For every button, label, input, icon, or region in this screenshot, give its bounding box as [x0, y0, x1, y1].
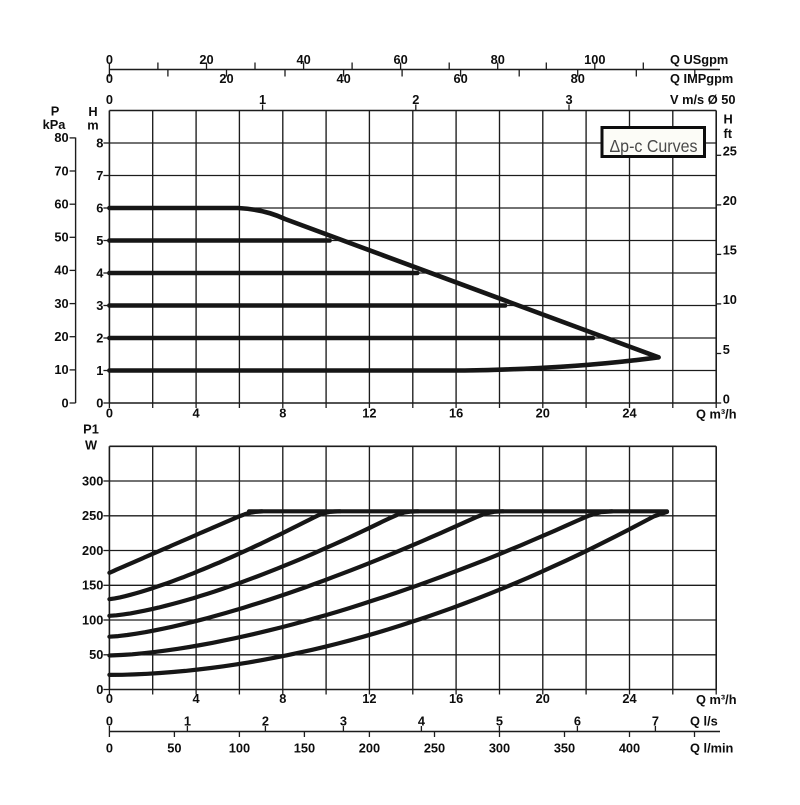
- svg-text:100: 100: [82, 612, 103, 627]
- svg-text:1: 1: [96, 363, 103, 378]
- svg-text:0: 0: [106, 92, 113, 107]
- svg-text:8: 8: [279, 691, 286, 706]
- svg-text:250: 250: [82, 508, 103, 523]
- svg-text:m: m: [87, 118, 98, 133]
- svg-text:3: 3: [96, 298, 103, 313]
- svg-text:0: 0: [106, 691, 113, 706]
- svg-text:100: 100: [584, 52, 605, 67]
- svg-text:7: 7: [652, 714, 659, 729]
- svg-text:16: 16: [449, 691, 463, 706]
- svg-text:4: 4: [418, 714, 426, 729]
- svg-text:4: 4: [193, 691, 201, 706]
- svg-text:0: 0: [96, 395, 103, 410]
- svg-text:16: 16: [449, 406, 463, 421]
- svg-text:10: 10: [723, 292, 737, 307]
- svg-text:8: 8: [279, 406, 286, 421]
- svg-text:40: 40: [296, 52, 310, 67]
- svg-text:50: 50: [89, 647, 103, 662]
- svg-text:3: 3: [340, 714, 347, 729]
- svg-text:W: W: [85, 438, 98, 453]
- svg-text:Δp-c Curves: Δp-c Curves: [610, 136, 698, 156]
- svg-text:H: H: [724, 112, 733, 127]
- svg-text:kPa: kPa: [43, 117, 67, 132]
- svg-text:6: 6: [96, 200, 103, 215]
- svg-text:Q m³/h: Q m³/h: [696, 692, 737, 707]
- svg-text:5: 5: [723, 342, 730, 357]
- svg-text:80: 80: [491, 52, 505, 67]
- svg-text:H: H: [88, 104, 97, 119]
- svg-text:ft: ft: [724, 126, 733, 141]
- svg-text:200: 200: [359, 741, 380, 756]
- svg-text:4: 4: [96, 265, 104, 280]
- svg-text:0: 0: [723, 391, 730, 406]
- svg-text:100: 100: [229, 741, 250, 756]
- svg-text:0: 0: [106, 714, 113, 729]
- svg-text:2: 2: [412, 92, 419, 107]
- svg-text:0: 0: [106, 71, 113, 86]
- svg-text:Q m³/h: Q m³/h: [696, 407, 737, 422]
- svg-text:V m/s Ø 50: V m/s Ø 50: [670, 92, 735, 107]
- svg-text:300: 300: [489, 741, 510, 756]
- svg-text:20: 20: [54, 329, 68, 344]
- svg-text:350: 350: [554, 741, 575, 756]
- svg-text:2: 2: [96, 330, 103, 345]
- svg-text:40: 40: [336, 71, 350, 86]
- svg-text:40: 40: [54, 263, 68, 278]
- svg-text:200: 200: [82, 543, 103, 558]
- svg-text:50: 50: [54, 230, 68, 245]
- svg-text:20: 20: [536, 691, 550, 706]
- svg-text:1: 1: [184, 714, 191, 729]
- svg-text:30: 30: [54, 296, 68, 311]
- svg-text:70: 70: [54, 163, 68, 178]
- svg-text:12: 12: [362, 406, 376, 421]
- svg-text:Q IMPgpm: Q IMPgpm: [670, 71, 733, 86]
- svg-text:10: 10: [54, 362, 68, 377]
- svg-text:0: 0: [106, 406, 113, 421]
- svg-text:3: 3: [565, 92, 572, 107]
- svg-text:15: 15: [723, 243, 737, 258]
- svg-text:Q l/min: Q l/min: [690, 741, 734, 756]
- svg-text:60: 60: [393, 52, 407, 67]
- svg-text:50: 50: [167, 741, 181, 756]
- svg-text:Q l/s: Q l/s: [690, 714, 718, 729]
- svg-text:150: 150: [294, 741, 315, 756]
- svg-text:1: 1: [259, 92, 266, 107]
- svg-text:6: 6: [574, 714, 581, 729]
- svg-text:80: 80: [571, 71, 585, 86]
- svg-text:8: 8: [96, 135, 103, 150]
- svg-text:20: 20: [536, 406, 550, 421]
- svg-text:0: 0: [106, 741, 113, 756]
- svg-text:20: 20: [219, 71, 233, 86]
- svg-text:80: 80: [54, 130, 68, 145]
- svg-text:0: 0: [106, 52, 113, 67]
- svg-text:20: 20: [723, 193, 737, 208]
- svg-text:5: 5: [496, 714, 503, 729]
- svg-text:0: 0: [61, 395, 68, 410]
- svg-text:400: 400: [619, 741, 640, 756]
- svg-text:P: P: [51, 104, 60, 119]
- svg-text:60: 60: [453, 71, 467, 86]
- svg-text:25: 25: [723, 144, 737, 159]
- svg-text:Q USgpm: Q USgpm: [670, 52, 728, 67]
- svg-text:7: 7: [96, 168, 103, 183]
- svg-text:2: 2: [262, 714, 269, 729]
- svg-text:60: 60: [54, 197, 68, 212]
- svg-text:5: 5: [96, 233, 103, 248]
- svg-text:20: 20: [199, 52, 213, 67]
- svg-text:12: 12: [362, 691, 376, 706]
- svg-text:4: 4: [193, 406, 201, 421]
- svg-text:0: 0: [96, 682, 103, 697]
- svg-text:24: 24: [622, 691, 637, 706]
- svg-text:300: 300: [82, 473, 103, 488]
- svg-text:250: 250: [424, 741, 445, 756]
- svg-text:P1: P1: [83, 422, 99, 437]
- svg-text:150: 150: [82, 578, 103, 593]
- svg-text:24: 24: [622, 406, 637, 421]
